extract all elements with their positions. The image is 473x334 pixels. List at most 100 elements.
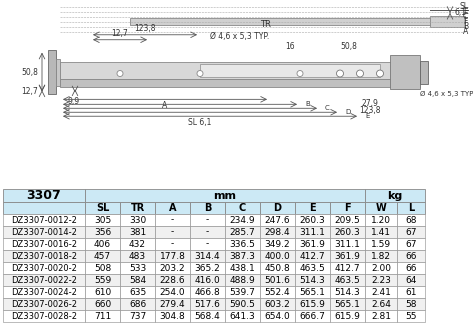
Bar bbox=[56, 58, 60, 87]
Text: 67: 67 bbox=[405, 239, 417, 248]
Bar bbox=[190, 286, 225, 298]
Bar bbox=[130, 18, 440, 25]
Bar bbox=[120, 202, 155, 214]
Bar bbox=[330, 310, 365, 322]
Bar bbox=[225, 238, 260, 250]
Bar bbox=[85, 262, 120, 274]
Bar bbox=[330, 262, 365, 274]
Text: TR: TR bbox=[260, 20, 271, 29]
Bar bbox=[3, 214, 85, 226]
Text: 349.2: 349.2 bbox=[265, 239, 290, 248]
Bar bbox=[330, 250, 365, 262]
Text: 1.59: 1.59 bbox=[371, 239, 391, 248]
Bar bbox=[190, 226, 225, 238]
Bar bbox=[397, 298, 425, 310]
Text: 568.4: 568.4 bbox=[194, 312, 220, 321]
Text: -: - bbox=[171, 227, 174, 236]
Text: 381: 381 bbox=[129, 227, 146, 236]
Text: 123,8: 123,8 bbox=[134, 24, 156, 33]
Text: DZ3307-0020-2: DZ3307-0020-2 bbox=[11, 264, 77, 273]
Text: 2.81: 2.81 bbox=[371, 312, 391, 321]
Bar bbox=[397, 250, 425, 262]
Text: 1.41: 1.41 bbox=[371, 227, 391, 236]
Bar bbox=[200, 63, 380, 77]
Text: 260.3: 260.3 bbox=[334, 227, 360, 236]
Bar bbox=[190, 298, 225, 310]
Text: 603.2: 603.2 bbox=[264, 300, 290, 309]
Bar bbox=[330, 202, 365, 214]
Text: 565.1: 565.1 bbox=[299, 288, 325, 297]
Bar bbox=[120, 310, 155, 322]
Text: 254.0: 254.0 bbox=[160, 288, 185, 297]
Bar bbox=[397, 262, 425, 274]
Text: SL: SL bbox=[459, 2, 468, 11]
Text: 50,8: 50,8 bbox=[340, 42, 357, 51]
Text: 533: 533 bbox=[129, 264, 146, 273]
Text: 66: 66 bbox=[405, 252, 417, 261]
Bar bbox=[295, 310, 330, 322]
Bar bbox=[420, 60, 428, 85]
Text: F: F bbox=[344, 203, 351, 213]
Text: 1.82: 1.82 bbox=[371, 252, 391, 261]
Text: 58: 58 bbox=[405, 300, 417, 309]
Bar bbox=[85, 226, 120, 238]
Bar bbox=[260, 310, 295, 322]
Bar bbox=[60, 79, 420, 88]
Bar bbox=[295, 214, 330, 226]
Circle shape bbox=[336, 70, 343, 77]
Bar bbox=[155, 262, 190, 274]
Text: -: - bbox=[171, 215, 174, 224]
Bar bbox=[3, 189, 85, 202]
Bar bbox=[260, 262, 295, 274]
Bar bbox=[330, 298, 365, 310]
Text: 539.7: 539.7 bbox=[229, 288, 255, 297]
Bar bbox=[3, 262, 85, 274]
Bar bbox=[225, 214, 260, 226]
Bar bbox=[295, 286, 330, 298]
Bar bbox=[155, 286, 190, 298]
Text: kg: kg bbox=[387, 190, 403, 200]
Circle shape bbox=[357, 70, 363, 77]
Text: 311.1: 311.1 bbox=[299, 227, 325, 236]
Bar bbox=[3, 202, 85, 214]
Text: DZ3307-0026-2: DZ3307-0026-2 bbox=[11, 300, 77, 309]
Bar bbox=[260, 238, 295, 250]
Bar bbox=[430, 16, 465, 27]
Text: W: W bbox=[376, 203, 386, 213]
Text: 1.20: 1.20 bbox=[371, 215, 391, 224]
Text: B: B bbox=[463, 22, 468, 31]
Text: 654.0: 654.0 bbox=[264, 312, 290, 321]
Bar bbox=[155, 238, 190, 250]
Text: 123,8: 123,8 bbox=[359, 106, 381, 115]
Bar bbox=[155, 310, 190, 322]
Text: 2.00: 2.00 bbox=[371, 264, 391, 273]
Bar bbox=[85, 238, 120, 250]
Text: 279.4: 279.4 bbox=[160, 300, 185, 309]
Bar bbox=[390, 55, 420, 90]
Bar bbox=[260, 274, 295, 286]
Bar bbox=[155, 274, 190, 286]
Text: 305: 305 bbox=[94, 215, 111, 224]
Bar bbox=[225, 202, 260, 214]
Text: 55: 55 bbox=[405, 312, 417, 321]
Bar bbox=[85, 274, 120, 286]
Text: 565.1: 565.1 bbox=[334, 300, 360, 309]
Text: 330: 330 bbox=[129, 215, 146, 224]
Bar bbox=[85, 298, 120, 310]
Text: 660: 660 bbox=[94, 300, 111, 309]
Bar bbox=[260, 250, 295, 262]
Text: 590.5: 590.5 bbox=[229, 300, 255, 309]
Text: 463.5: 463.5 bbox=[334, 276, 360, 285]
Text: 203.2: 203.2 bbox=[160, 264, 185, 273]
Text: 16: 16 bbox=[285, 42, 295, 51]
Bar bbox=[120, 214, 155, 226]
Bar bbox=[190, 274, 225, 286]
Text: D: D bbox=[273, 203, 281, 213]
Bar bbox=[397, 310, 425, 322]
Bar bbox=[155, 250, 190, 262]
Text: 400.0: 400.0 bbox=[264, 252, 290, 261]
Bar bbox=[48, 50, 56, 95]
Bar bbox=[397, 274, 425, 286]
Bar bbox=[365, 214, 397, 226]
Bar bbox=[260, 286, 295, 298]
